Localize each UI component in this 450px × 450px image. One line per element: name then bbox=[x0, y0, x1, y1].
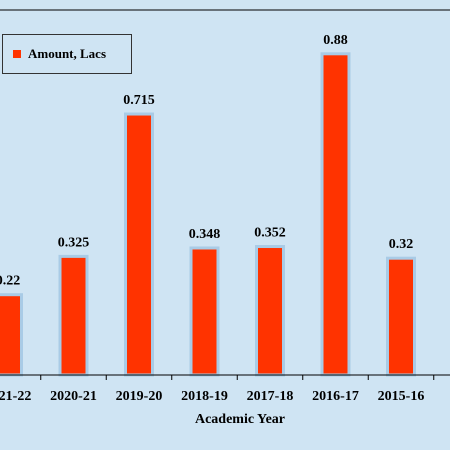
x-tick-label: 2015-16 bbox=[378, 389, 425, 404]
x-axis-title: Academic Year bbox=[195, 412, 285, 427]
bar-value-label: 0.88 bbox=[323, 33, 348, 48]
bar bbox=[124, 112, 154, 377]
x-tick-label: 2017-18 bbox=[247, 389, 294, 404]
x-tick-labels-group: 2021-22 2020-21 2019-20 2018-19 2017-18 2016-… bbox=[0, 389, 425, 404]
x-tick-label: 2016-17 bbox=[312, 389, 359, 404]
bar-value-label: 0.352 bbox=[254, 226, 286, 241]
bar-value-label: 0.348 bbox=[189, 227, 221, 242]
bar-value-label: 0.325 bbox=[58, 235, 90, 250]
bar bbox=[189, 246, 220, 377]
legend-swatch bbox=[13, 50, 21, 58]
bar-value-label: 0.22 bbox=[0, 274, 20, 289]
value-labels-group: 0.22 0.325 0.715 0.348 0.352 0.88 0.32 bbox=[0, 33, 413, 289]
x-tick-label: 2019-20 bbox=[116, 389, 163, 404]
x-ticks-group bbox=[40, 375, 435, 380]
bar-value-label: 0.715 bbox=[123, 93, 155, 108]
bars-group bbox=[0, 52, 416, 377]
legend-label: Amount, Lacs bbox=[28, 46, 107, 61]
bar bbox=[320, 52, 351, 377]
x-tick-label: 2018-19 bbox=[181, 389, 228, 404]
x-tick-label: 2020-21 bbox=[50, 389, 97, 404]
bar bbox=[255, 245, 285, 377]
x-tick-label: 2021-22 bbox=[0, 389, 31, 404]
bar bbox=[386, 256, 416, 377]
bar bbox=[0, 293, 23, 377]
legend: Amount, Lacs bbox=[2, 34, 132, 74]
bar-value-label: 0.32 bbox=[389, 237, 414, 252]
bar bbox=[58, 254, 89, 377]
